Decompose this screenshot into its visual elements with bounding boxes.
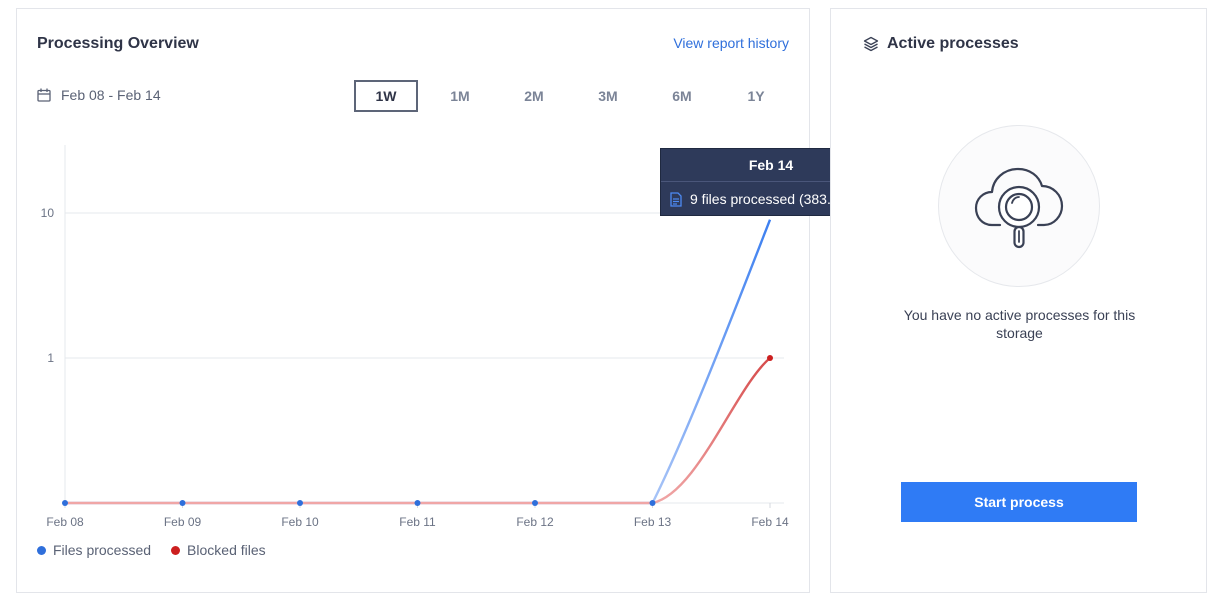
series-line-files-processed	[65, 219, 772, 505]
legend-label-blocked-files: Blocked files	[187, 542, 266, 558]
date-range-label: Feb 08 - Feb 14	[61, 87, 161, 103]
x-tick-label: Feb 09	[164, 515, 202, 529]
active-processes-card: Active processes You have no active proc…	[830, 8, 1207, 593]
processing-chart: 10 1 Feb 08 Feb 09 Feb 10 Feb 11 Feb 12 Feb 13 F…	[41, 145, 789, 529]
overview-title: Processing Overview	[37, 35, 199, 52]
data-point-files-processed	[649, 500, 656, 506]
tooltip-text: 9 files processed (383.05 KB)	[690, 191, 874, 207]
period-tabs: 1W 1M 2M 3M 6M 1Y	[354, 80, 798, 112]
x-tick-label: Feb 10	[281, 515, 319, 529]
x-tick-label: Feb 12	[516, 515, 554, 529]
processing-overview-card: Processing Overview View report history …	[16, 8, 882, 593]
document-icon	[670, 191, 682, 207]
view-report-history-link[interactable]: View report history	[673, 35, 789, 51]
data-point-files-processed	[62, 500, 68, 506]
legend-label-files-processed: Files processed	[53, 542, 152, 558]
start-process-button[interactable]: Start process	[901, 482, 1137, 522]
chart-legend: Files processed Blocked files	[37, 542, 266, 558]
cloud-search-icon	[974, 167, 1064, 249]
data-point-files-processed	[297, 500, 303, 506]
legend-item-files-processed[interactable]: Files processed	[37, 542, 151, 558]
tab-1m[interactable]: 1M	[450, 88, 470, 104]
legend-dot-blocked-files	[171, 545, 181, 555]
date-range[interactable]: Feb 08 - Feb 14	[37, 87, 161, 103]
legend-dot-files-processed	[37, 545, 46, 555]
tab-2m[interactable]: 2M	[524, 88, 544, 104]
empty-state-text: You have no active processes for this st…	[903, 307, 1136, 341]
tab-6m[interactable]: 6M	[672, 88, 692, 104]
x-tick-label: Feb 11	[399, 515, 436, 529]
data-point-files-processed	[414, 500, 421, 506]
layers-icon	[863, 36, 879, 52]
tooltip-title: Feb 14	[661, 149, 881, 182]
tab-1y[interactable]: 1Y	[747, 88, 765, 104]
legend-item-blocked-files[interactable]: Blocked files	[171, 542, 266, 558]
data-point-files-processed	[532, 500, 538, 506]
tab-3m[interactable]: 3M	[598, 88, 618, 104]
data-point-files-processed	[179, 500, 186, 506]
y-tick-label: 10	[41, 206, 55, 220]
empty-state-illustration	[938, 125, 1100, 287]
series-line-blocked-files	[65, 357, 771, 505]
x-tick-label: Feb 08	[46, 515, 84, 529]
active-processes-title: Active processes	[887, 35, 1019, 52]
x-tick-label: Feb 14	[751, 515, 789, 529]
tooltip-body: 9 files processed (383.05 KB)	[661, 182, 881, 216]
active-title-row: Active processes	[863, 35, 1019, 53]
x-tick-label: Feb 13	[634, 515, 672, 529]
data-point-blocked-files	[767, 355, 773, 361]
y-tick-label: 1	[47, 351, 54, 365]
calendar-icon	[37, 88, 51, 102]
tab-1w[interactable]: 1W	[354, 80, 418, 112]
